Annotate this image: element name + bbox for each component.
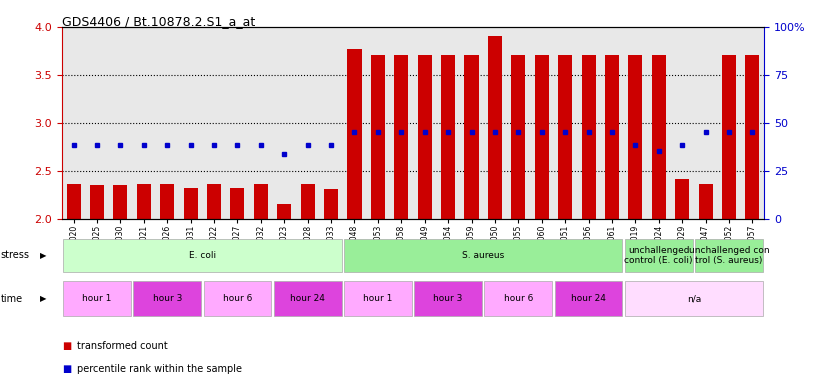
Text: hour 6: hour 6: [504, 294, 533, 303]
Text: time: time: [1, 293, 23, 304]
Text: hour 24: hour 24: [290, 294, 325, 303]
Bar: [344, 281, 412, 316]
Bar: [301, 184, 315, 219]
Bar: [254, 184, 268, 219]
Bar: [203, 281, 272, 316]
Text: transformed count: transformed count: [77, 341, 168, 351]
Text: stress: stress: [1, 250, 30, 260]
Text: hour 24: hour 24: [571, 294, 606, 303]
Bar: [554, 281, 623, 316]
Text: hour 1: hour 1: [83, 294, 112, 303]
Bar: [699, 184, 713, 219]
Text: hour 3: hour 3: [153, 294, 182, 303]
Text: unchallenged con
trol (S. aureus): unchallenged con trol (S. aureus): [689, 246, 769, 265]
Bar: [90, 185, 104, 219]
Bar: [67, 184, 81, 219]
Text: n/a: n/a: [686, 294, 701, 303]
Bar: [394, 55, 408, 219]
Bar: [63, 281, 131, 316]
Bar: [484, 281, 553, 316]
Text: GDS4406 / Bt.10878.2.S1_a_at: GDS4406 / Bt.10878.2.S1_a_at: [62, 15, 255, 28]
Bar: [137, 184, 151, 219]
Bar: [418, 55, 432, 219]
Bar: [344, 239, 623, 272]
Bar: [652, 55, 666, 219]
Text: S. aureus: S. aureus: [462, 251, 505, 260]
Text: ▶: ▶: [40, 251, 46, 260]
Bar: [230, 188, 244, 219]
Bar: [113, 185, 127, 219]
Text: ■: ■: [62, 341, 71, 351]
Bar: [63, 239, 342, 272]
Bar: [675, 179, 689, 219]
Text: hour 3: hour 3: [434, 294, 463, 303]
Bar: [605, 55, 619, 219]
Bar: [273, 281, 342, 316]
Bar: [534, 55, 548, 219]
Bar: [278, 204, 292, 219]
Bar: [511, 55, 525, 219]
Bar: [324, 189, 338, 219]
Text: unchallenged
control (E. coli): unchallenged control (E. coli): [624, 246, 693, 265]
Bar: [629, 55, 643, 219]
Text: ■: ■: [62, 364, 71, 374]
Bar: [414, 281, 482, 316]
Text: ▶: ▶: [40, 294, 46, 303]
Text: E. coli: E. coli: [189, 251, 216, 260]
Bar: [464, 55, 478, 219]
Bar: [441, 55, 455, 219]
Bar: [745, 55, 759, 219]
Bar: [133, 281, 202, 316]
Bar: [624, 239, 693, 272]
Bar: [488, 36, 502, 219]
Text: percentile rank within the sample: percentile rank within the sample: [77, 364, 242, 374]
Bar: [207, 184, 221, 219]
Text: hour 6: hour 6: [223, 294, 252, 303]
Bar: [371, 55, 385, 219]
Bar: [183, 188, 197, 219]
Bar: [582, 55, 596, 219]
Bar: [160, 184, 174, 219]
Text: hour 1: hour 1: [363, 294, 392, 303]
Bar: [558, 55, 572, 219]
Bar: [624, 281, 763, 316]
Bar: [695, 239, 763, 272]
Bar: [348, 49, 362, 219]
Bar: [722, 55, 736, 219]
